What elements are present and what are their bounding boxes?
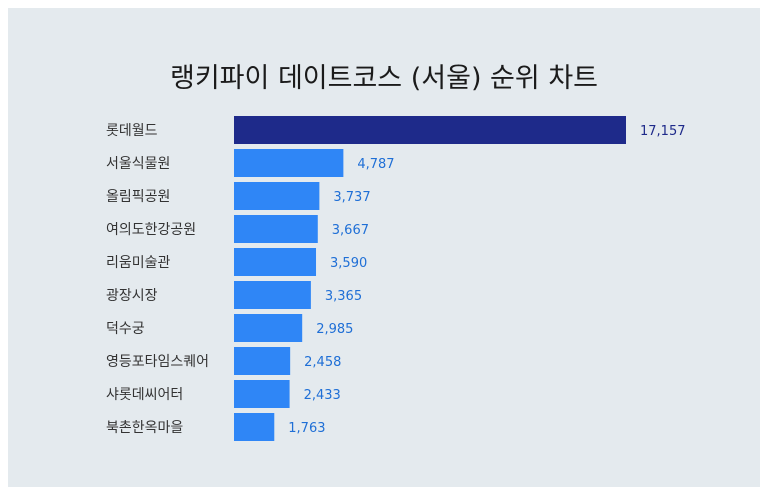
bar xyxy=(234,215,318,243)
category-label: 북촌한옥마을 xyxy=(106,420,183,436)
category-label: 영등포타임스퀘어 xyxy=(106,354,209,370)
value-label: 3,590 xyxy=(330,256,367,271)
category-label: 광장시장 xyxy=(106,288,158,304)
value-label: 4,787 xyxy=(357,157,394,172)
value-label: 3,737 xyxy=(333,190,370,205)
category-label: 샤롯데씨어터 xyxy=(106,387,183,403)
bar xyxy=(234,413,275,441)
category-label: 덕수궁 xyxy=(106,321,145,337)
bar xyxy=(234,314,303,342)
value-label: 2,985 xyxy=(316,322,353,337)
value-label: 2,433 xyxy=(304,388,341,403)
bar xyxy=(234,149,344,177)
bar xyxy=(234,116,626,144)
bar xyxy=(234,380,290,408)
bar-chart: 롯데월드 17,157 서울식물원 4,787 올림픽공원 3,737 여의도한강공원 3,6… xyxy=(106,116,686,441)
category-label: 롯데월드 xyxy=(106,123,158,139)
value-label: 3,365 xyxy=(325,289,362,304)
bar xyxy=(234,347,291,375)
bar xyxy=(234,281,311,309)
category-label: 올림픽공원 xyxy=(106,189,170,205)
value-label: 2,458 xyxy=(304,355,341,370)
value-label: 3,667 xyxy=(332,223,369,238)
value-label: 17,157 xyxy=(640,124,686,139)
bar xyxy=(234,182,320,210)
category-label: 리움미술관 xyxy=(106,255,171,271)
value-label: 1,763 xyxy=(288,421,325,436)
chart-title: 랭키파이 데이트코스 (서울) 순위 차트 xyxy=(170,63,598,94)
category-label: 서울식물원 xyxy=(106,156,170,172)
chart-card: 랭키파이 데이트코스 (서울) 순위 차트 롯데월드 17,157 서울식물원 4,7… xyxy=(8,8,760,487)
bar xyxy=(234,248,317,276)
category-label: 여의도한강공원 xyxy=(106,222,196,238)
